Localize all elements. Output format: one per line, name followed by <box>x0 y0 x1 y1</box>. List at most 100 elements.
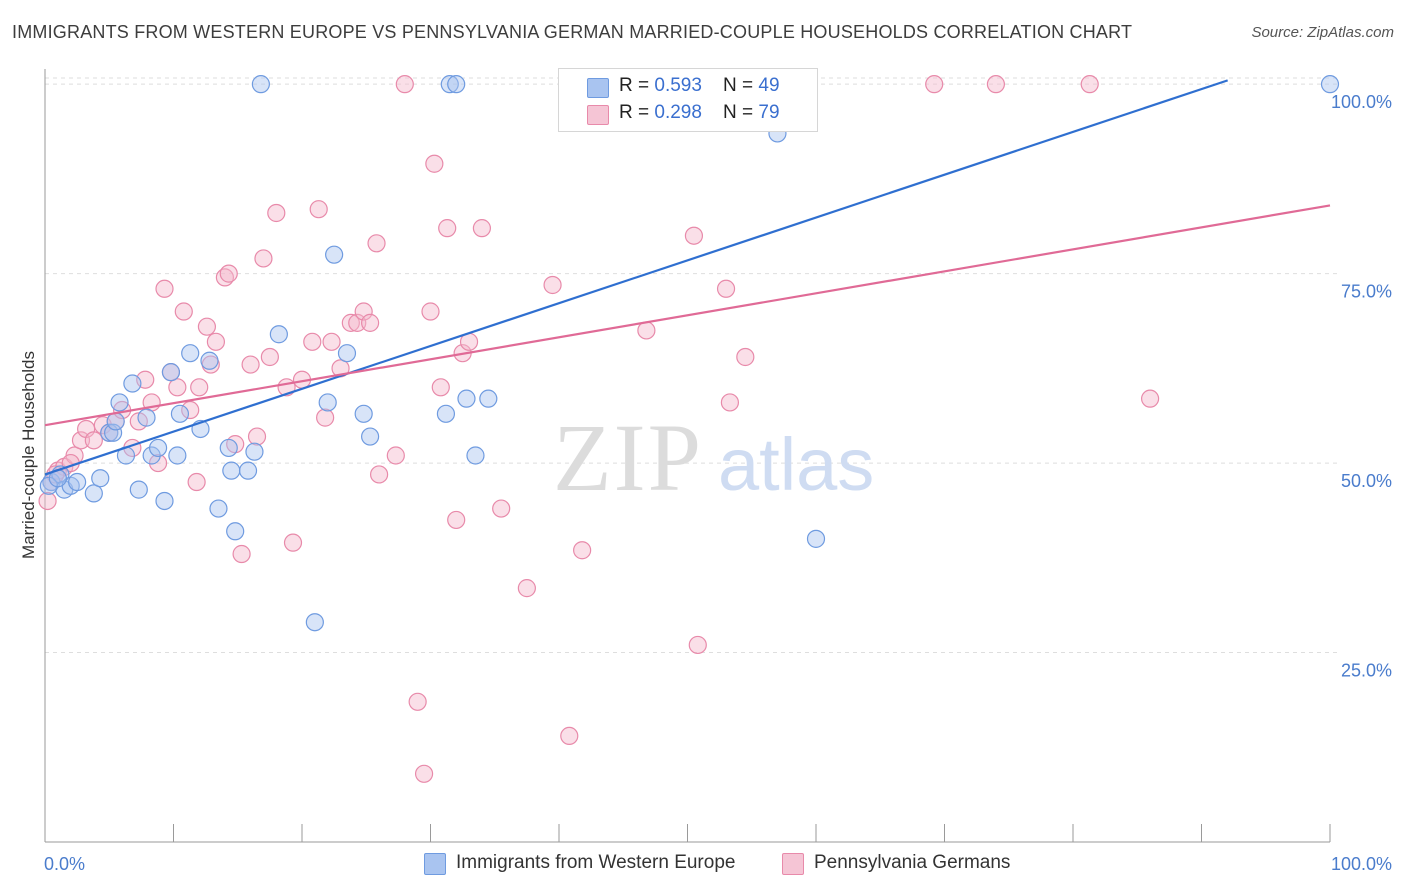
y-tick-label: 50.0% <box>1341 471 1392 491</box>
r-value-blue: 0.593 <box>654 75 702 96</box>
blue-point <box>318 393 337 412</box>
blue-trend-line <box>44 79 1229 476</box>
blue-point <box>181 344 200 363</box>
pink-point <box>395 75 414 94</box>
pink-point <box>408 692 427 711</box>
blue-point <box>91 469 110 488</box>
pink-point <box>367 234 386 253</box>
r-value-pink: 0.298 <box>654 102 702 123</box>
pink-point <box>316 408 335 427</box>
blue-point <box>354 404 373 423</box>
pink-point <box>303 332 322 351</box>
blue-point <box>170 404 190 423</box>
legend-swatch-blue <box>587 78 609 98</box>
pink-point <box>361 313 380 332</box>
pink-point <box>168 378 187 397</box>
pink-point <box>309 200 328 219</box>
blue-point <box>222 461 241 480</box>
chart-title: IMMIGRANTS FROM WESTERN EUROPE VS PENNSY… <box>12 22 1133 42</box>
pink-point <box>386 446 405 465</box>
pink-point <box>322 332 341 351</box>
r-label: R = <box>619 75 655 96</box>
blue-point <box>123 374 142 393</box>
pink-point <box>219 264 238 283</box>
blue-point <box>200 351 219 370</box>
bottom-legend-swatch-pink <box>782 853 804 875</box>
pink-point <box>425 154 444 173</box>
n-label: N = <box>723 75 759 96</box>
pink-point <box>421 302 440 321</box>
pink-point <box>447 510 466 530</box>
y-tick-labels: 25.0% 50.0% 75.0% 100.0% <box>1331 92 1392 680</box>
pink-point <box>573 541 592 560</box>
blue-point <box>148 438 168 458</box>
pink-point <box>1080 75 1099 94</box>
pink-point <box>560 726 579 746</box>
trend-lines <box>44 79 1331 476</box>
pink-point <box>637 321 656 340</box>
pink-point <box>925 75 944 94</box>
pink-point <box>472 219 491 238</box>
y-axis-title: Married-couple Households <box>19 351 38 559</box>
blue-point <box>337 344 357 363</box>
blue-point <box>325 245 344 264</box>
blue-point <box>466 446 485 465</box>
pink-point <box>232 544 251 564</box>
pink-point <box>736 347 755 367</box>
pink-point <box>341 313 360 332</box>
blue-point <box>305 613 324 632</box>
blue-point <box>447 75 466 94</box>
blue-point <box>168 446 187 465</box>
pink-point <box>241 355 260 374</box>
correlation-legend: R = 0.593 N = 49 R = 0.298 N = 79 <box>558 68 818 132</box>
blue-point <box>269 325 288 344</box>
blue-point <box>251 75 270 94</box>
x-tick-label: 0.0% <box>44 854 85 874</box>
pink-point <box>187 472 206 492</box>
pink-point <box>438 219 457 238</box>
blue-point <box>161 363 181 382</box>
blue-point <box>110 393 129 412</box>
pink-point <box>543 275 562 295</box>
pink-point <box>247 427 267 446</box>
blue-point <box>457 389 476 408</box>
blue-point <box>1320 75 1340 94</box>
blue-point <box>137 408 156 427</box>
pink-point <box>267 203 286 223</box>
blue-point <box>219 438 238 458</box>
blue-point <box>104 423 123 442</box>
x-tick-label: 100.0% <box>1331 854 1392 874</box>
pink-point <box>688 635 707 655</box>
pink-points <box>38 75 1160 783</box>
pink-point <box>684 226 704 245</box>
pink-point <box>206 332 226 351</box>
legend-swatch-pink <box>587 105 609 125</box>
bottom-legend-swatch-blue <box>424 853 446 875</box>
pink-point <box>71 431 91 450</box>
pink-point <box>38 491 57 511</box>
blue-point <box>129 480 148 499</box>
pink-point <box>354 302 373 321</box>
pink-point <box>1140 389 1160 408</box>
blue-point <box>245 442 264 461</box>
source-label: Source: ZipAtlas.com <box>1251 24 1394 41</box>
blue-point <box>479 389 498 408</box>
pink-point <box>283 533 303 552</box>
pink-point <box>431 378 450 397</box>
pink-point <box>174 302 193 321</box>
blue-point <box>106 412 125 431</box>
pink-point <box>517 579 536 598</box>
blue-point <box>806 529 826 548</box>
pink-point <box>370 465 389 484</box>
n-value-blue: 49 <box>758 75 780 96</box>
pink-point <box>492 499 511 518</box>
gridlines <box>45 77 1338 654</box>
watermark-atlas: atlas <box>718 423 874 506</box>
pink-point <box>254 249 273 268</box>
pink-point <box>716 279 736 298</box>
blue-point <box>226 522 245 541</box>
blue-point <box>142 446 161 465</box>
pink-point <box>148 453 168 473</box>
blue-points <box>39 75 1340 632</box>
